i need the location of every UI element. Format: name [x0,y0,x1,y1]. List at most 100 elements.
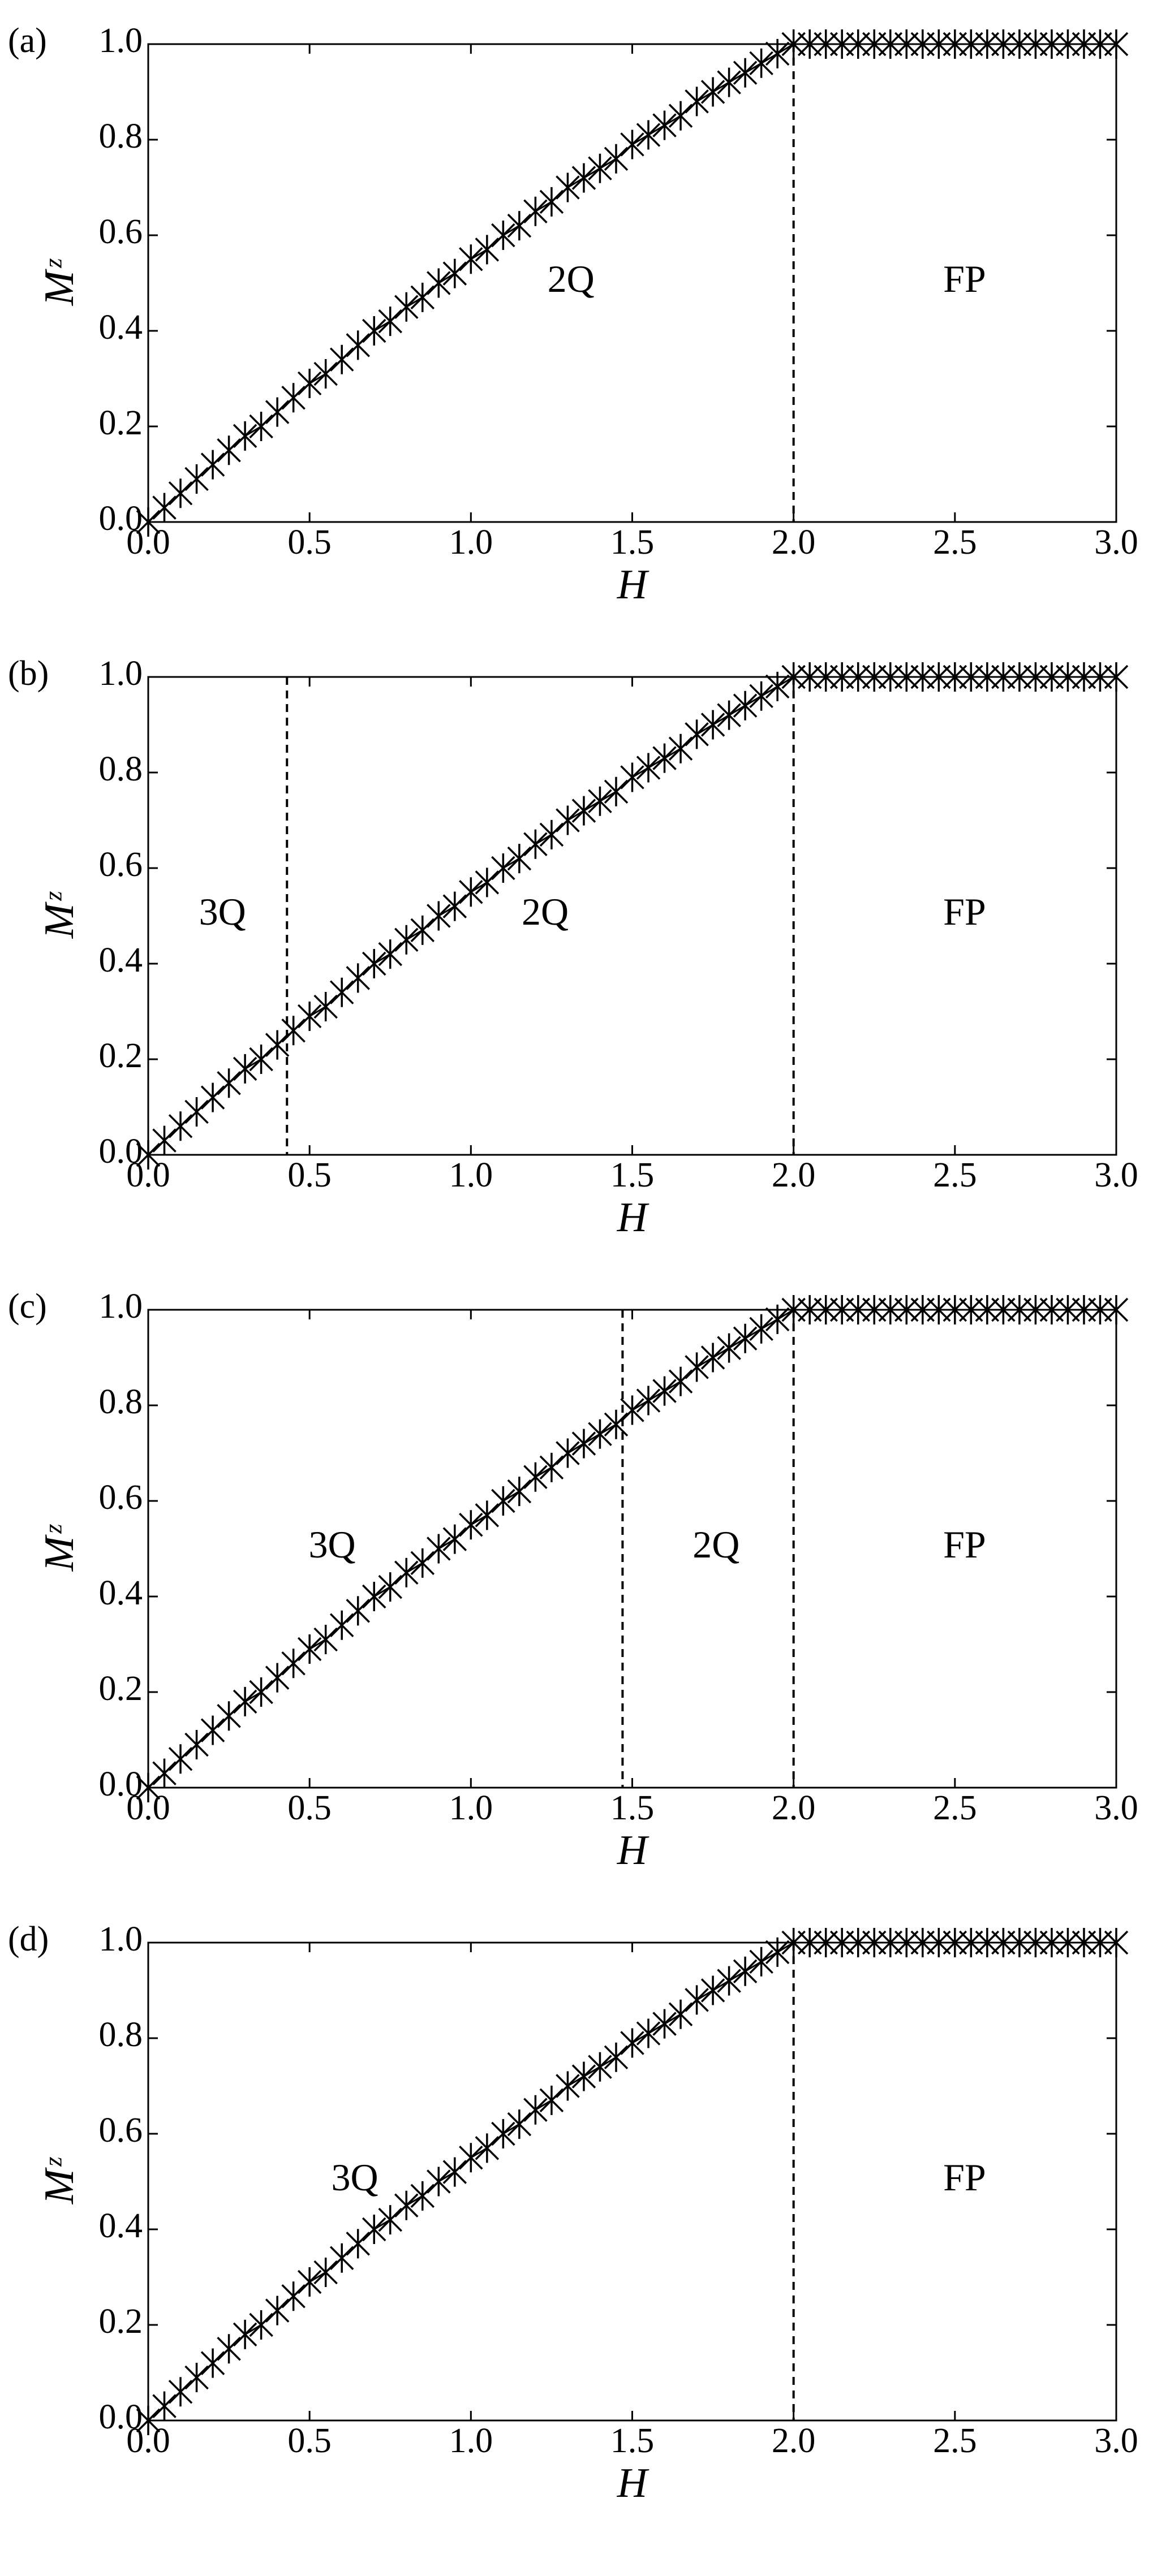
marker [442,2157,467,2187]
marker [523,196,548,226]
y-tick-label: 0.8 [99,117,143,156]
phase-label: 2Q [522,890,569,933]
y-tick-label: 0.6 [99,1478,143,1517]
y-tick-label: 0.0 [99,2398,143,2436]
marker [604,1409,629,1439]
marker [313,1625,338,1655]
marker [152,1758,177,1788]
marker [475,868,500,897]
y-tick-label: 0.4 [99,941,143,980]
x-tick-label: 2.0 [772,2422,816,2460]
marker [717,1333,741,1363]
marker [378,1572,402,1602]
marker [685,1985,709,2015]
x-tick-label: 2.5 [933,523,977,562]
marker [394,2190,419,2220]
x-tick-label: 0.5 [287,1789,332,1827]
marker [491,853,515,883]
phase-label: 2Q [692,1523,739,1566]
x-tick-label: 1.5 [610,1789,655,1827]
marker [329,344,354,374]
marker [652,110,677,140]
marker [168,478,193,508]
marker [475,1500,500,1530]
marker [233,1686,257,1716]
marker [700,1343,725,1373]
marker [459,2143,483,2173]
marker [249,2310,273,2340]
marker [765,671,790,701]
marker [168,1744,193,1774]
marker [668,101,693,131]
phase-label: 3Q [309,1523,356,1566]
marker [491,1486,515,1516]
marker [168,2377,193,2407]
marker [394,925,419,955]
y-tick-label: 0.0 [99,499,143,538]
x-tick-label: 2.0 [772,1789,816,1827]
marker [217,1701,241,1731]
marker [571,2061,596,2091]
panel: 0.0 0.5 1.0 1.5 2.0 2.5 3.00.00.20.40.60.81.0(… [8,21,1138,608]
marker [184,1729,209,1759]
marker [265,1663,290,1693]
y-axis-label: Mᶻ [36,258,83,307]
y-tick-label: 0.4 [99,1574,143,1612]
marker [749,681,773,711]
phase-label: FP [943,2156,986,2199]
marker [668,1999,693,2029]
panel-label: (b) [8,654,49,693]
marker [184,464,209,494]
y-tick-label: 0.2 [99,1669,143,1708]
y-tick-label: 0.2 [99,2302,143,2341]
x-tick-label: 2.0 [772,1156,816,1194]
y-tick-label: 0.2 [99,404,143,442]
marker [668,733,693,763]
x-axis-label: H [617,1827,649,1874]
marker [636,2018,661,2048]
y-tick-label: 0.8 [99,1383,143,1421]
panel-label: (c) [8,1287,47,1326]
marker [685,719,709,749]
x-tick-label: 1.5 [610,523,655,562]
marker [378,307,402,336]
marker [313,359,338,389]
marker [636,1386,661,1416]
marker [765,1937,790,1967]
y-axis-label: Mᶻ [36,891,83,939]
phase-label: FP [943,257,986,300]
marker [394,292,419,322]
marker [362,1582,386,1611]
marker [184,2362,209,2392]
marker [329,2243,354,2273]
marker [362,316,386,346]
y-tick-label: 0.2 [99,1037,143,1075]
panel: 0.0 0.5 1.0 1.5 2.0 2.5 3.00.00.20.40.60.81.0(… [8,1287,1138,1874]
marker [394,1557,419,1587]
x-tick-label: 2.5 [933,2422,977,2460]
phase-label: 3Q [199,890,246,933]
marker [1104,1928,1129,1957]
x-tick-label: 1.5 [610,2422,655,2460]
panel-label: (a) [8,21,47,60]
marker [491,221,515,250]
phase-label: FP [943,890,986,933]
marker [136,2406,161,2435]
marker [765,1304,790,1334]
y-tick-label: 0.8 [99,750,143,788]
marker [459,1510,483,1540]
marker [459,877,483,907]
marker [427,2167,451,2197]
marker [346,963,370,993]
marker [136,1140,161,1170]
marker [329,977,354,1007]
marker [362,2215,386,2244]
marker [297,1001,322,1031]
marker [652,1376,677,1406]
marker [233,2319,257,2349]
marker [749,1947,773,1977]
marker [636,753,661,783]
marker [249,412,273,441]
marker [507,1477,532,1507]
marker [136,507,161,537]
